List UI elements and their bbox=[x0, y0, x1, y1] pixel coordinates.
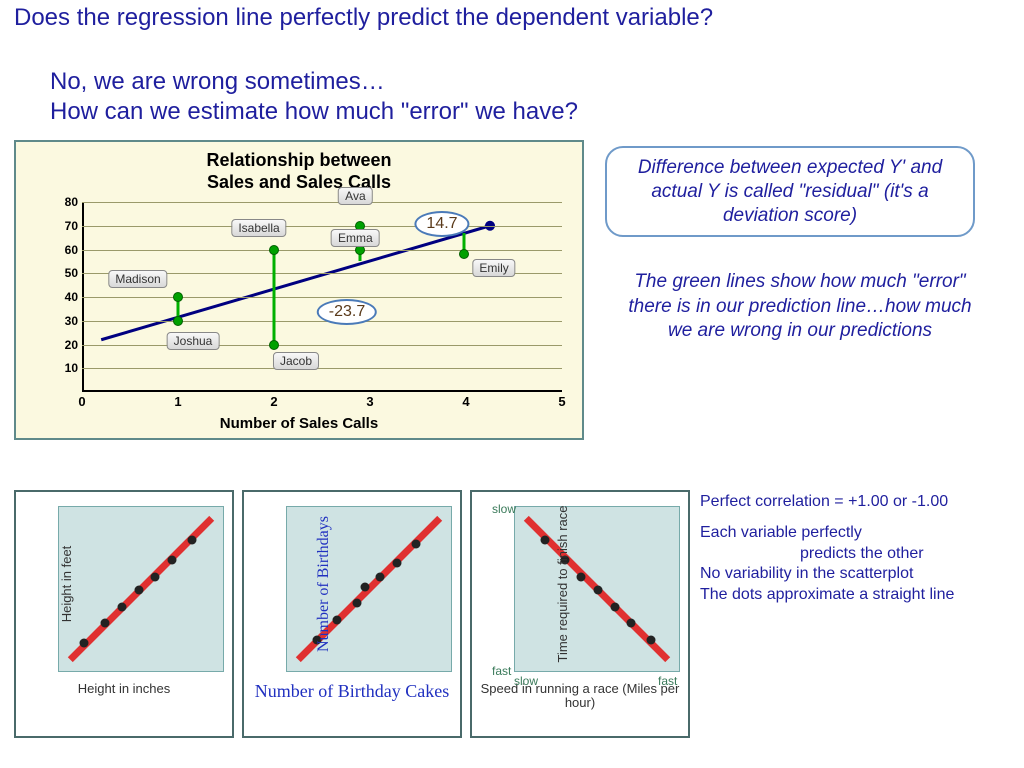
axis-tag-fast-x: fast bbox=[658, 674, 677, 688]
small-xlabel: Number of Birthday Cakes bbox=[244, 682, 460, 702]
data-point bbox=[459, 249, 469, 259]
ytick-label: 10 bbox=[65, 361, 82, 375]
residual-line bbox=[273, 250, 276, 288]
ytick-label: 80 bbox=[65, 195, 82, 209]
scatter-dot bbox=[610, 602, 619, 611]
ytick-label: 30 bbox=[65, 314, 82, 328]
chart-plot-area: 1020304050607080012345MadisonJoshuaIsabe… bbox=[82, 202, 562, 392]
subtitle-2: How can we estimate how much "error" we … bbox=[50, 98, 578, 126]
xtick-label: 3 bbox=[366, 392, 373, 409]
ytick-label: 70 bbox=[65, 219, 82, 233]
main-chart: Relationship between Sales and Sales Cal… bbox=[14, 140, 584, 440]
correlation-line1a: Each variable perfectly bbox=[700, 523, 1020, 544]
small-ylabel: Time required to finish race bbox=[555, 505, 570, 662]
residual-callout: Difference between expected Y' and actua… bbox=[605, 146, 975, 237]
ytick-label: 50 bbox=[65, 266, 82, 280]
scatter-dot bbox=[134, 586, 143, 595]
scatter-dot bbox=[79, 639, 88, 648]
data-point bbox=[173, 292, 183, 302]
scatter-dot bbox=[577, 572, 586, 581]
point-label: Ava bbox=[338, 187, 372, 205]
scatter-dot bbox=[332, 615, 341, 624]
scatter-dot bbox=[594, 586, 603, 595]
axis-tag-fast-y: fast bbox=[492, 664, 511, 678]
small-ylabel: Height in feet bbox=[59, 546, 74, 623]
gridline bbox=[82, 368, 562, 369]
data-point bbox=[269, 340, 279, 350]
residual-line bbox=[273, 288, 276, 345]
gridline bbox=[82, 297, 562, 298]
scatter-dot bbox=[151, 572, 160, 581]
chart-title: Relationship between Sales and Sales Cal… bbox=[16, 150, 582, 193]
scatter-dot bbox=[101, 619, 110, 628]
scatter-dot bbox=[167, 556, 176, 565]
point-label: Jacob bbox=[273, 352, 319, 370]
small-plot-area bbox=[286, 506, 452, 672]
point-label: Emma bbox=[331, 229, 380, 247]
ytick-label: 60 bbox=[65, 243, 82, 257]
xtick-label: 5 bbox=[558, 392, 565, 409]
xtick-label: 0 bbox=[78, 392, 85, 409]
small-xlabel: Speed in running a race (Miles per hour) bbox=[472, 682, 688, 711]
point-label: Madison bbox=[108, 270, 167, 288]
small-plot-speed: Time required to finish race Speed in ru… bbox=[470, 490, 690, 738]
small-plot-birthdays: Number of Birthdays Number of Birthday C… bbox=[242, 490, 462, 738]
small-plot-area bbox=[58, 506, 224, 672]
gridline bbox=[82, 250, 562, 251]
axis-tag-slow-x: slow bbox=[514, 674, 538, 688]
data-point bbox=[269, 245, 279, 255]
gridline bbox=[82, 345, 562, 346]
ytick-label: 40 bbox=[65, 290, 82, 304]
correlation-line2: No variability in the scatterplot bbox=[700, 564, 1020, 585]
axis-tag-slow-y: slow bbox=[492, 502, 516, 516]
scatter-dot bbox=[627, 619, 636, 628]
xtick-label: 4 bbox=[462, 392, 469, 409]
gridline bbox=[82, 226, 562, 227]
scatter-dot bbox=[352, 599, 361, 608]
correlation-text: Perfect correlation = +1.00 or -1.00 Eac… bbox=[700, 492, 1020, 606]
scatter-dot bbox=[647, 635, 656, 644]
gridline bbox=[82, 202, 562, 203]
xtick-label: 1 bbox=[174, 392, 181, 409]
scatter-dot bbox=[540, 536, 549, 545]
correlation-line1b: predicts the other bbox=[700, 544, 1020, 565]
ytick-label: 20 bbox=[65, 338, 82, 352]
data-point bbox=[173, 316, 183, 326]
gridline bbox=[82, 321, 562, 322]
correlation-line3: The dots approximate a straight line bbox=[700, 585, 1020, 606]
subtitle-1: No, we are wrong sometimes… bbox=[50, 68, 385, 96]
point-label: Emily bbox=[472, 259, 515, 277]
small-plot-height: Height in feet Height in inches bbox=[14, 490, 234, 738]
correlation-header: Perfect correlation = +1.00 or -1.00 bbox=[700, 492, 1020, 513]
point-label: Joshua bbox=[167, 332, 220, 350]
scatter-dot bbox=[375, 572, 384, 581]
residual-value-bubble: 14.7 bbox=[414, 211, 469, 237]
xtick-label: 2 bbox=[270, 392, 277, 409]
chart-xlabel: Number of Sales Calls bbox=[16, 415, 582, 432]
scatter-dot bbox=[361, 582, 370, 591]
scatter-dot bbox=[187, 536, 196, 545]
page-title: Does the regression line perfectly predi… bbox=[14, 4, 713, 32]
small-xlabel: Height in inches bbox=[16, 682, 232, 696]
scatter-dot bbox=[392, 559, 401, 568]
residual-value-bubble: -23.7 bbox=[317, 299, 377, 325]
scatter-dot bbox=[412, 539, 421, 548]
chart-title-line1: Relationship between bbox=[206, 150, 391, 170]
scatter-dot bbox=[118, 602, 127, 611]
small-ylabel: Number of Birthdays bbox=[315, 516, 333, 652]
small-plot-area bbox=[514, 506, 680, 672]
green-lines-explanation: The green lines show how much "error" th… bbox=[620, 270, 980, 344]
point-label: Isabella bbox=[231, 219, 286, 237]
